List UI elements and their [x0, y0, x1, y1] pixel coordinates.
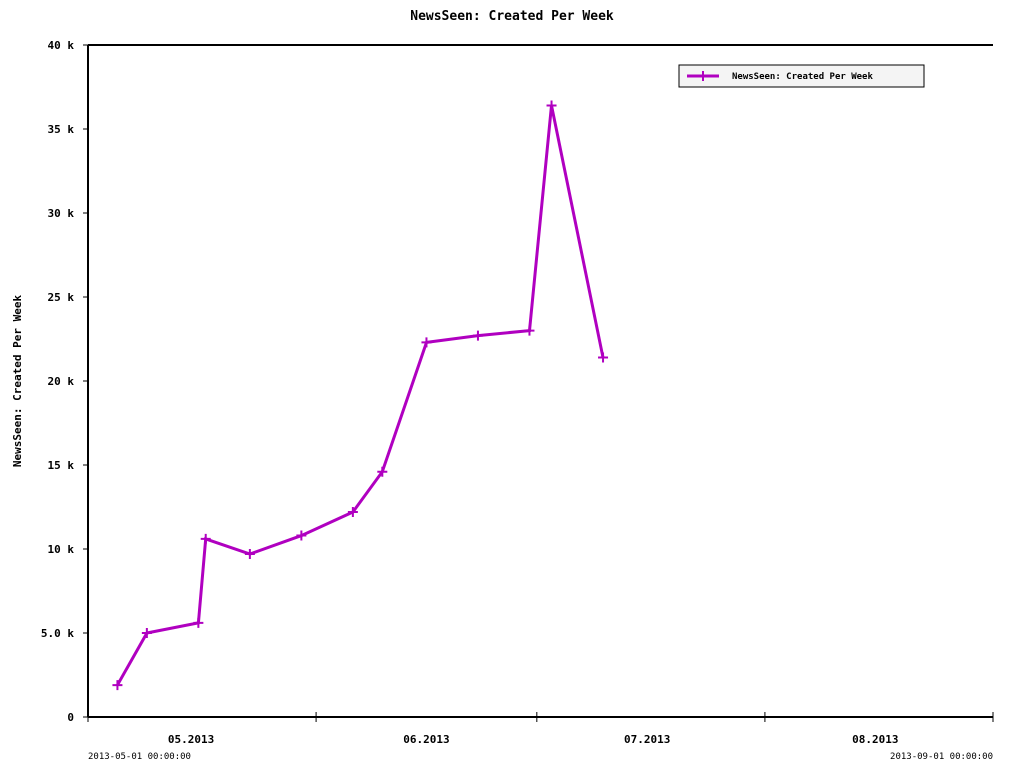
plus-marker: [200, 533, 211, 544]
y-tick-label: 40 k: [48, 39, 75, 52]
x-tick-label: 05.2013: [168, 733, 214, 746]
axes: [87, 44, 993, 718]
legend: NewsSeen: Created Per Week: [678, 64, 925, 88]
data-point-marker: [347, 507, 358, 518]
plus-marker: [193, 617, 204, 628]
legend-swatch-marker: [698, 71, 708, 81]
legend-label: NewsSeen: Created Per Week: [732, 72, 873, 82]
plus-marker: [377, 466, 388, 477]
plus-marker: [296, 530, 307, 541]
plus-marker: [598, 352, 609, 363]
y-tick-label: 35 k: [48, 123, 75, 136]
y-tick-label: 25 k: [48, 291, 75, 304]
plus-marker: [421, 337, 432, 348]
legend-box: [678, 64, 925, 88]
x-axis-ticks: 05.2013 06.2013 07.2013 08.2013: [87, 712, 994, 746]
data-point-marker: [112, 680, 123, 691]
y-axis-title: NewsSeen: Created Per Week: [11, 295, 24, 468]
y-tick-label: 20 k: [48, 375, 75, 388]
chart-title: NewsSeen: Created Per Week: [410, 9, 614, 24]
y-tick-label: 5.0 k: [41, 627, 74, 640]
y-tick-label: 15 k: [48, 459, 75, 472]
plus-marker: [524, 325, 535, 336]
plus-marker: [244, 549, 255, 560]
data-point-marker: [598, 352, 609, 363]
series-line: [116, 105, 605, 686]
data-point-marker: [524, 325, 535, 336]
plus-marker: [472, 330, 483, 341]
plus-marker: [141, 628, 152, 638]
data-point-marker: [472, 330, 483, 341]
data-point-marker: [421, 337, 432, 348]
y-tick-label: 30 k: [48, 207, 75, 220]
x-tick-label: 07.2013: [624, 733, 670, 746]
legend-plus-marker: [698, 71, 708, 81]
y-axis-ticks: 0 5.0 k 10 k 15 k 20 k 25 k 30 k 35 k 40 k: [41, 39, 88, 724]
x-tick-label: 08.2013: [852, 733, 898, 746]
data-point-marker: [377, 466, 388, 477]
series-layer: [112, 100, 609, 691]
y-tick-label: 10 k: [48, 543, 75, 556]
data-point-marker: [546, 100, 557, 111]
x-range-end-label: 2013-09-01 00:00:00: [890, 752, 993, 762]
data-point-marker: [141, 628, 152, 638]
x-range-start-label: 2013-05-01 00:00:00: [88, 752, 191, 762]
plus-marker: [347, 507, 358, 518]
plus-marker: [112, 680, 123, 691]
data-point-marker: [244, 549, 255, 560]
data-point-marker: [193, 617, 204, 628]
data-point-marker: [200, 533, 211, 544]
plus-marker: [546, 100, 557, 111]
data-point-marker: [296, 530, 307, 541]
x-tick-label: 06.2013: [403, 733, 449, 746]
y-tick-label: 0: [67, 711, 74, 724]
